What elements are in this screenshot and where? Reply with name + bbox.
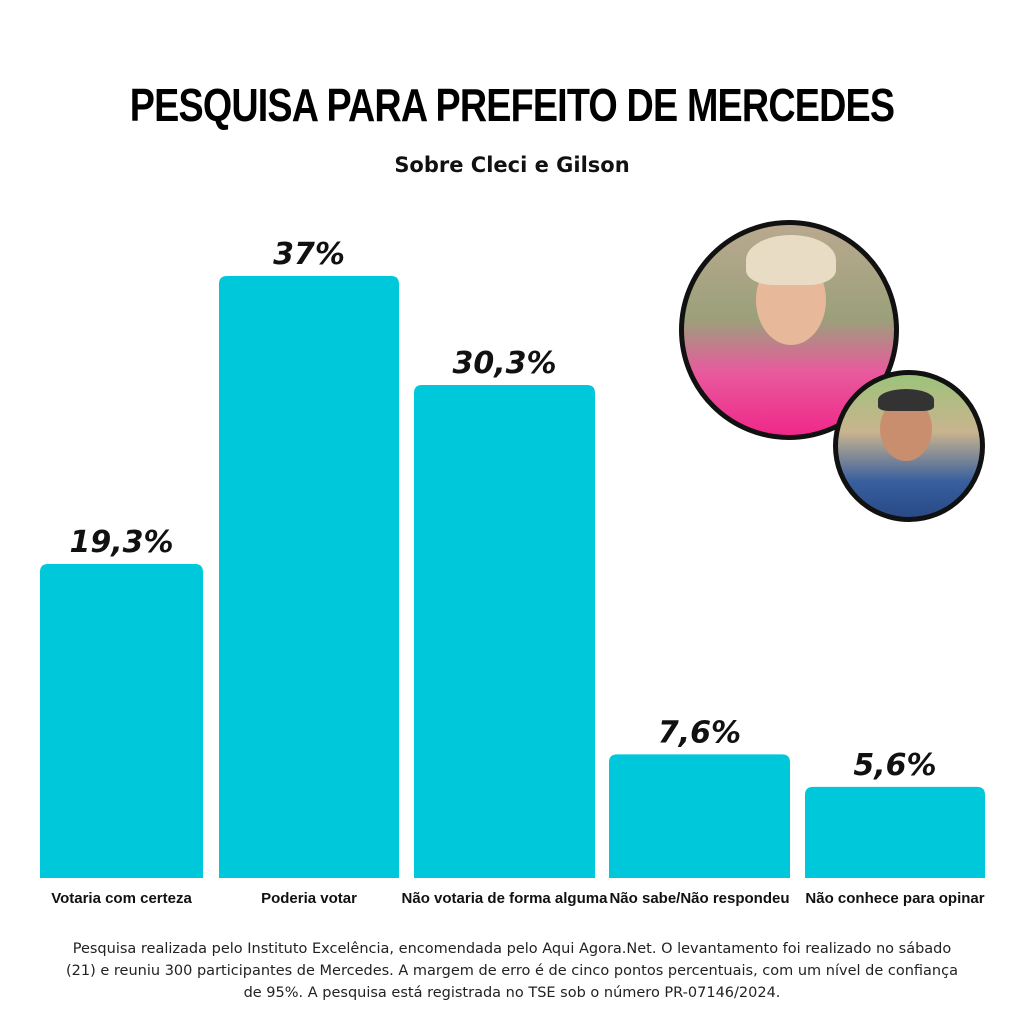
- category-label-1: Poderia votar: [261, 890, 357, 907]
- value-label-4: 5,6%: [853, 748, 936, 783]
- candidate-photo-cleci: [679, 220, 899, 440]
- category-label-0: Votaria com certeza: [51, 890, 192, 907]
- value-label-3: 7,6%: [658, 715, 741, 750]
- bar-4: [805, 786, 985, 878]
- value-label-1: 37%: [273, 237, 345, 272]
- chart-subtitle: Sobre Cleci e Gilson: [394, 153, 630, 177]
- value-label-2: 30,3%: [452, 346, 556, 381]
- category-label-3: Não sabe/Não respondeu: [609, 890, 789, 907]
- bar-3: [609, 754, 790, 878]
- bar-0: [40, 563, 203, 878]
- chart-title: PESQUISA PARA PREFEITO DE MERCEDES: [129, 79, 895, 131]
- bar-1: [219, 276, 399, 878]
- survey-footnote: Pesquisa realizada pelo Instituto Excelê…: [66, 941, 958, 1001]
- value-label-0: 19,3%: [69, 525, 173, 560]
- candidate-photo-gilson: [833, 370, 985, 522]
- bar-2: [414, 385, 595, 878]
- category-label-2: Não votaria de forma alguma: [402, 890, 609, 907]
- category-label-4: Não conhece para opinar: [805, 890, 984, 907]
